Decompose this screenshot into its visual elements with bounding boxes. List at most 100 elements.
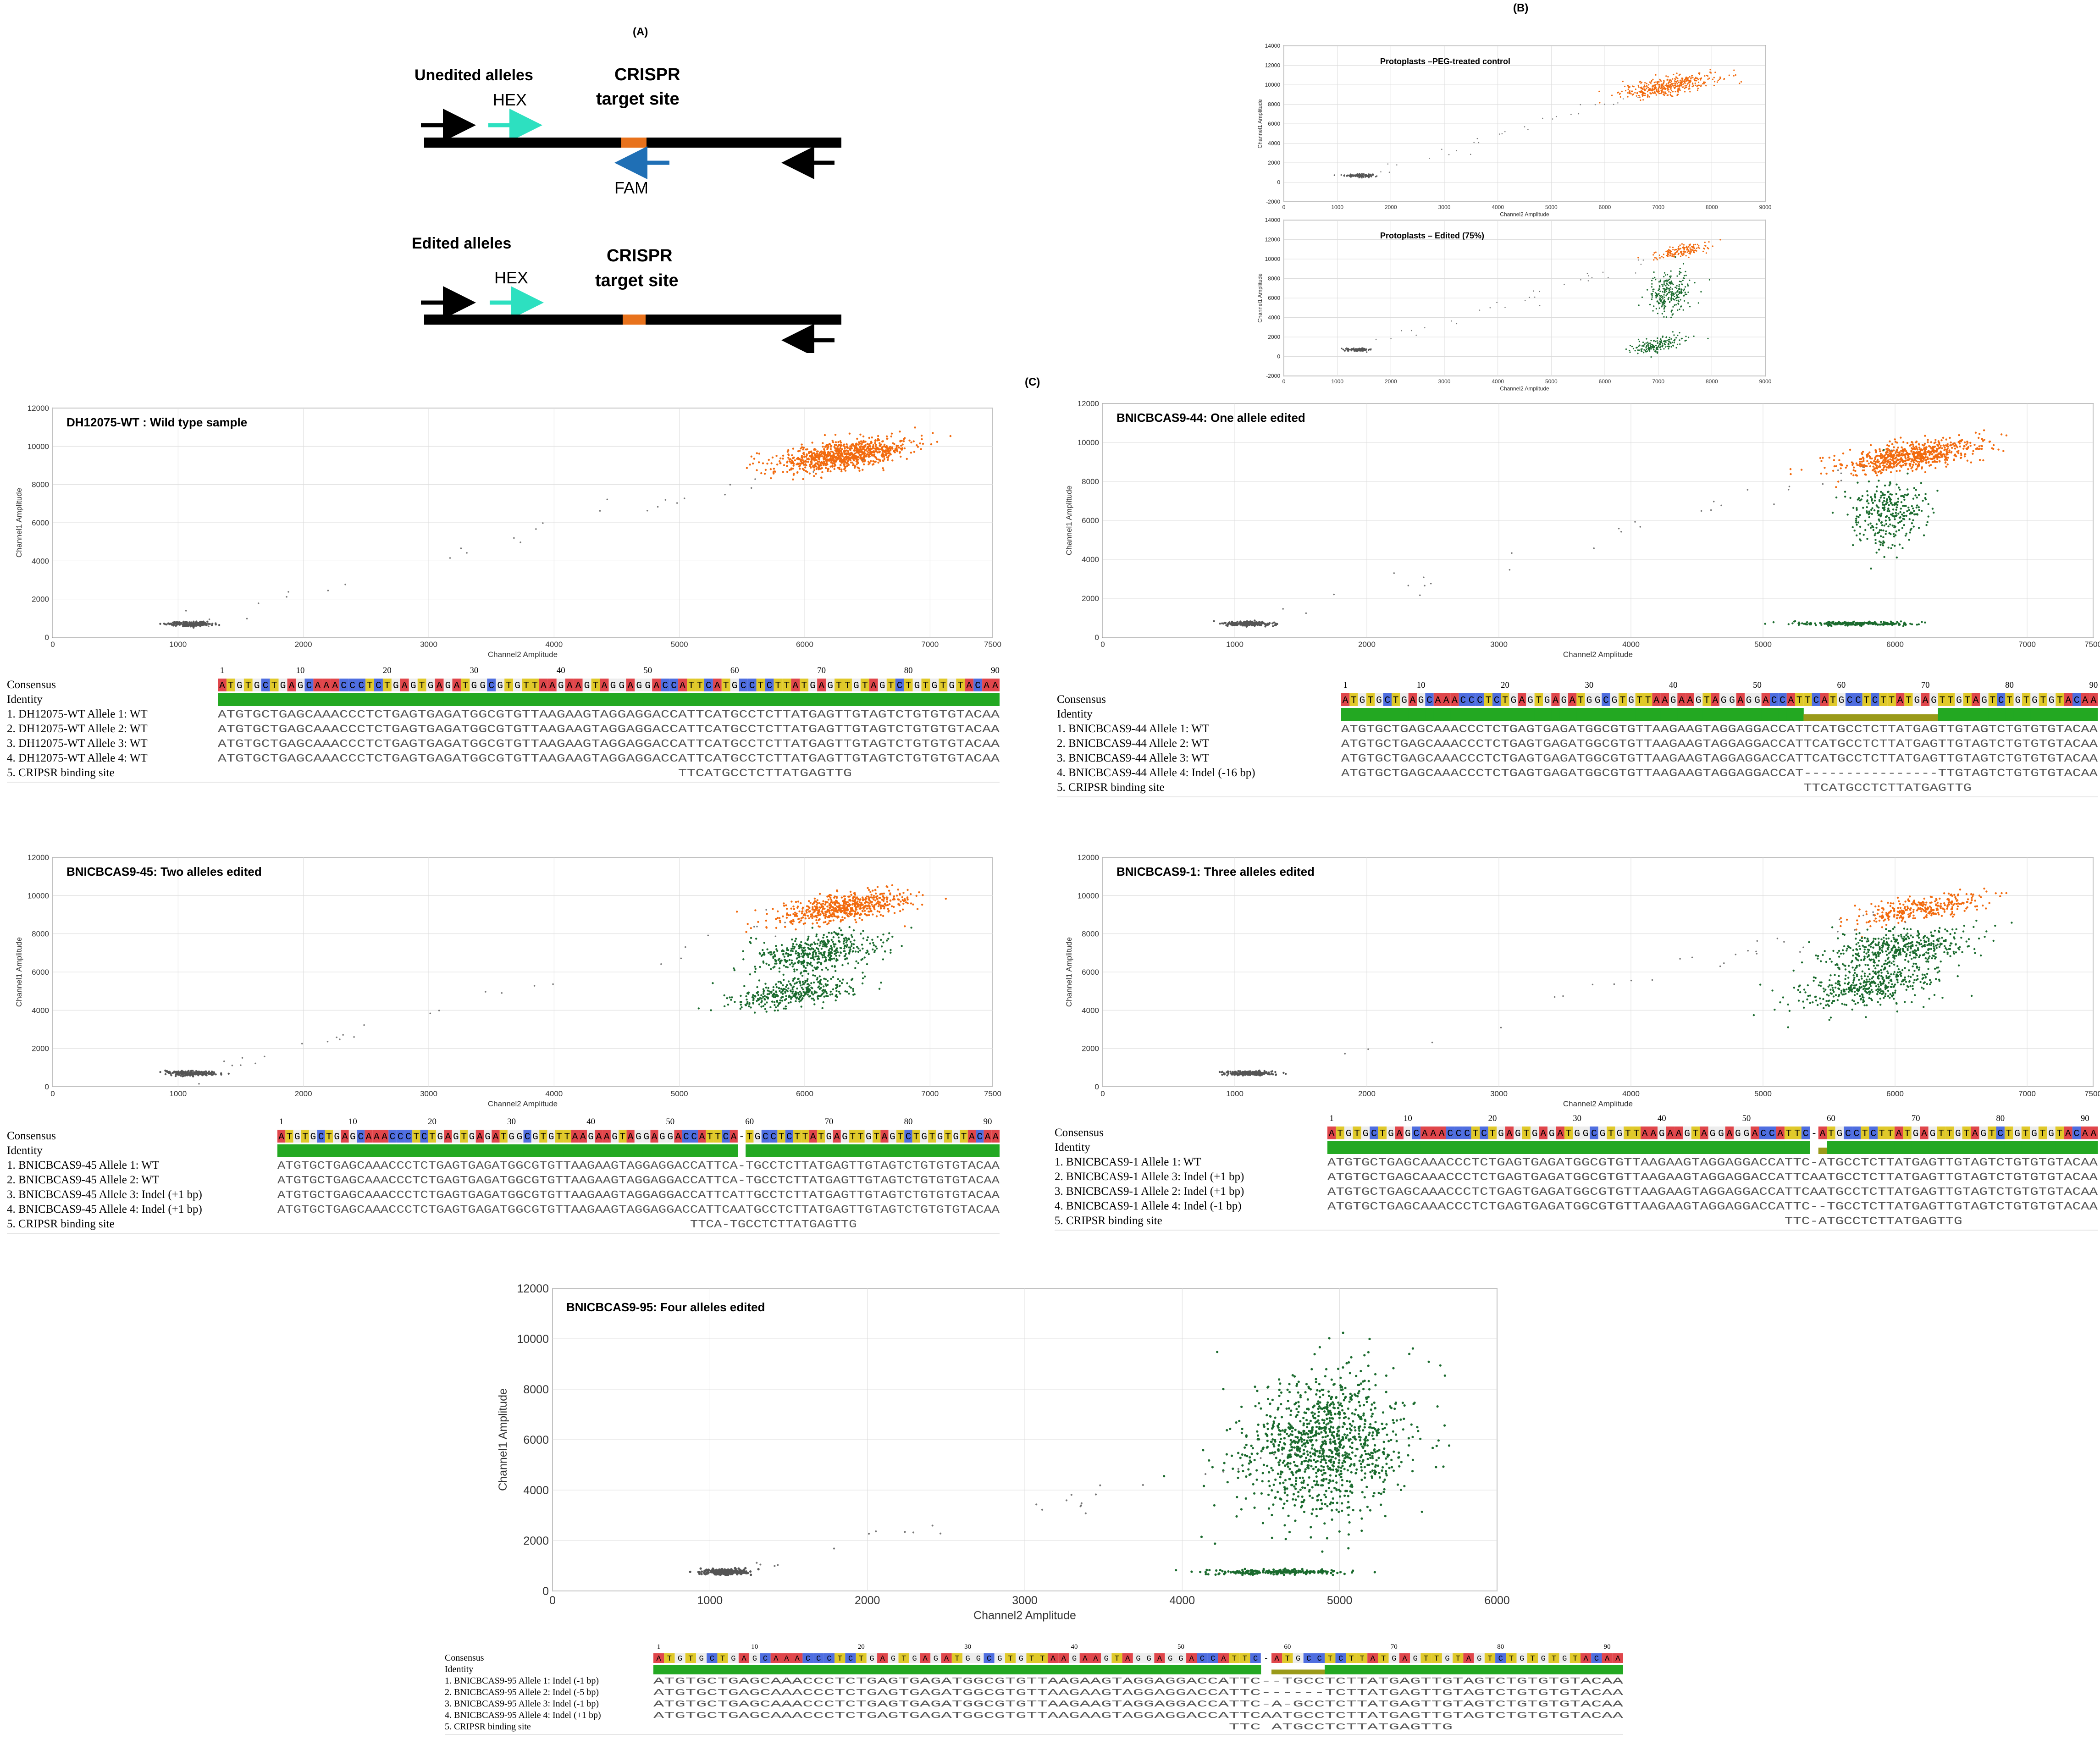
droplet-point-orange — [1905, 450, 1907, 453]
droplet-point-green — [1675, 304, 1677, 306]
droplet-point-orange — [805, 448, 807, 451]
droplet-point-orange — [1656, 89, 1658, 91]
droplet-point-orange — [851, 453, 853, 456]
droplet-point-orange — [1885, 466, 1888, 469]
droplet-point-orange — [1709, 69, 1711, 71]
droplet-point-orange — [840, 919, 842, 922]
droplet-point-green — [1883, 449, 1885, 451]
droplet-point-gray — [1271, 622, 1274, 624]
droplet-point-green — [1884, 533, 1887, 535]
droplet-point-orange — [1819, 457, 1822, 459]
droplet-point-orange — [1661, 83, 1663, 85]
droplet-point-orange — [893, 443, 895, 445]
droplet-point-green — [1674, 287, 1676, 288]
droplet-point-orange — [1627, 96, 1629, 98]
droplet-point-orange — [1700, 79, 1702, 81]
droplet-point-green — [1638, 345, 1640, 347]
droplet-point-gray — [166, 1071, 169, 1073]
droplet-point-green — [1660, 345, 1662, 347]
droplet-point-orange — [812, 465, 814, 468]
droplet-point-orange — [782, 454, 785, 457]
droplet-point-green — [1898, 543, 1901, 546]
droplet-point-green — [1664, 291, 1666, 293]
droplet-point-orange — [1884, 460, 1886, 463]
droplet-point-orange — [782, 471, 785, 473]
droplet-point-orange — [808, 917, 810, 920]
droplet-point-green — [1884, 503, 1887, 505]
x-tick-label: 7500 — [2084, 640, 2100, 649]
droplet-point-orange — [1739, 83, 1741, 84]
droplet-point-orange — [1885, 448, 1888, 450]
droplet-point-orange — [1649, 81, 1651, 83]
droplet-point-orange — [921, 438, 923, 441]
droplet-point-gray — [1343, 174, 1345, 176]
droplet-point-green — [1912, 519, 1914, 521]
droplet-point-orange — [826, 923, 829, 926]
droplet-point-green — [1861, 495, 1864, 497]
droplet-point-rain — [1608, 276, 1609, 278]
droplet-point-green — [1670, 297, 1672, 299]
droplet-point-orange — [1688, 88, 1690, 90]
droplet-point-rain — [676, 502, 678, 504]
droplet-point-orange — [1946, 443, 1949, 445]
droplet-point-orange — [843, 895, 846, 898]
droplet-point-green — [1669, 301, 1671, 303]
droplet-point-orange — [1689, 91, 1691, 93]
x-tick-label: 9000 — [1759, 378, 1772, 385]
droplet-point-orange — [818, 466, 820, 468]
droplet-point-orange — [801, 456, 803, 458]
plot-title: BNICBCAS9-44: One allele edited — [1116, 411, 1305, 425]
droplet-point-orange — [1934, 460, 1936, 463]
droplet-point-orange — [890, 435, 893, 438]
droplet-point-green — [1664, 343, 1666, 346]
droplet-point-orange — [1891, 466, 1894, 469]
droplet-point-green — [1889, 493, 1891, 496]
droplet-point-green — [1885, 523, 1888, 525]
droplet-point-green — [1638, 341, 1640, 342]
droplet-point-orange — [1637, 84, 1639, 87]
droplet-point-orange — [800, 462, 803, 465]
droplet-point-green — [1875, 523, 1878, 525]
droplet-point-orange — [1878, 460, 1880, 463]
droplet-point-orange — [861, 451, 864, 453]
droplet-point-green — [1680, 281, 1682, 282]
droplet-point-rain — [724, 493, 726, 496]
droplet-point-orange — [1661, 85, 1663, 87]
droplet-point-orange — [899, 451, 901, 453]
droplet-point-gray — [1353, 349, 1354, 351]
droplet-point-orange — [1624, 85, 1626, 88]
droplet-point-orange — [857, 898, 859, 900]
droplet-point-green — [1652, 277, 1654, 279]
droplet-point-orange — [1859, 460, 1861, 463]
droplet-point-green — [1659, 300, 1662, 302]
droplet-point-green — [1666, 279, 1668, 281]
droplet-point-green — [1658, 303, 1660, 304]
droplet-point-orange — [1912, 464, 1914, 466]
droplet-point-orange — [1699, 77, 1701, 79]
droplet-point-gray — [1228, 622, 1231, 625]
x-tick-label: 6000 — [1599, 378, 1611, 385]
droplet-point-orange — [1627, 88, 1629, 90]
droplet-point-green — [1638, 304, 1640, 306]
droplet-point-orange — [1655, 92, 1657, 94]
droplet-point-orange — [849, 453, 851, 455]
droplet-point-green — [1647, 289, 1648, 291]
droplet-point-orange — [868, 449, 870, 451]
droplet-point-orange — [758, 453, 761, 455]
droplet-point-orange — [1851, 464, 1854, 466]
droplet-point-orange — [1647, 89, 1649, 91]
droplet-point-orange — [1867, 453, 1869, 455]
droplet-point-gray — [1372, 174, 1374, 176]
droplet-point-green — [1909, 531, 1911, 534]
droplet-point-orange — [910, 893, 912, 895]
y-tick-label: 0 — [45, 1082, 49, 1091]
droplet-point-orange — [792, 474, 795, 476]
droplet-point-green — [1655, 295, 1657, 297]
droplet-point-orange — [829, 920, 832, 922]
y-tick-label: 4000 — [32, 1006, 49, 1015]
droplet-point-orange — [906, 897, 909, 899]
droplet-point-orange — [873, 898, 875, 901]
droplet-point-green — [1679, 272, 1681, 274]
droplet-point-orange — [868, 897, 870, 899]
droplet-point-rain — [535, 528, 537, 530]
